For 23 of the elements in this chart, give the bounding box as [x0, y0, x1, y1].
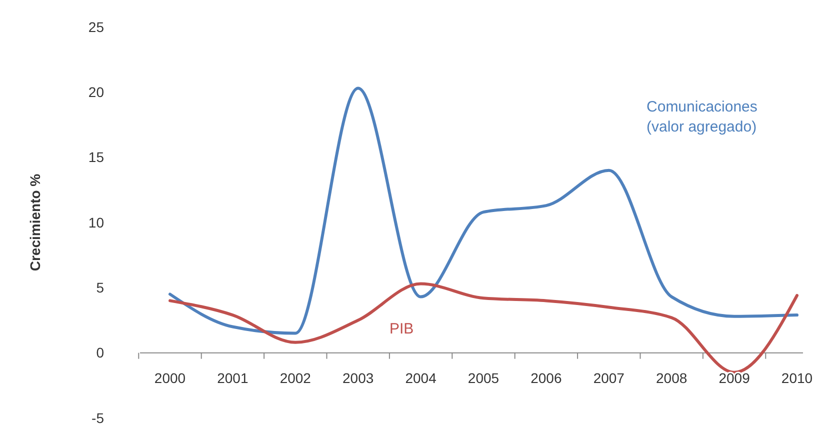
- x-tick-label: 2001: [217, 370, 248, 386]
- x-tick-label: 2005: [468, 370, 500, 386]
- text: Comunicaciones (valor agregado): [646, 98, 758, 136]
- y-tick-label: 10: [88, 214, 104, 230]
- x-tick-label: 2003: [342, 370, 374, 386]
- y-tick-label: 25: [88, 18, 104, 35]
- x-tick-label: 2002: [280, 370, 312, 386]
- x-tick-label: 2010: [781, 370, 813, 386]
- y-tick-label: -5: [92, 410, 104, 426]
- x-tick-label: 2006: [530, 370, 562, 386]
- x-tick-label: 2007: [593, 370, 625, 386]
- x-tick-label: 2008: [656, 370, 688, 386]
- line-series: [168, 86, 798, 335]
- x-tick-label: 2009: [718, 370, 750, 386]
- x-tick-label: 2004: [405, 370, 437, 386]
- x-tick-label: 2000: [154, 370, 186, 386]
- y-tick-label: 20: [88, 84, 104, 100]
- line-series: [168, 282, 798, 374]
- y-tick-label: 0: [96, 344, 104, 361]
- y-axis-title: Crecimiento %: [27, 173, 43, 272]
- y-tick-label: 15: [88, 149, 104, 166]
- series-label: PIB: [389, 320, 414, 338]
- y-tick-label: 5: [96, 280, 104, 296]
